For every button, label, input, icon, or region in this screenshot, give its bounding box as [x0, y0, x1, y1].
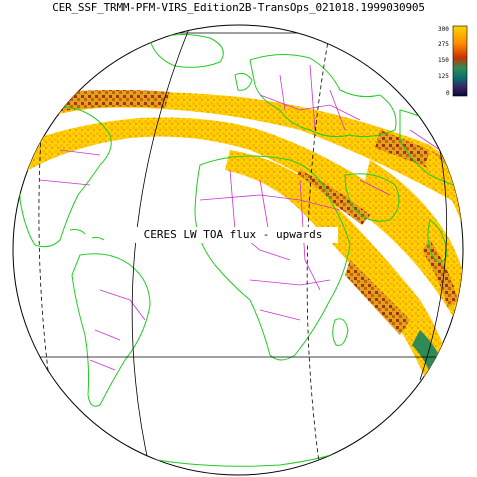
colorbar-scale: [452, 25, 468, 97]
swath-band-4: [365, 160, 463, 350]
swath-band-2: [13, 117, 460, 320]
map-title: CER_SSF_TRMM-PFM-VIRS_Edition2B-TransOps…: [52, 1, 425, 14]
colorbar-tick: 0: [446, 90, 450, 97]
swath-band-5: [425, 150, 463, 250]
political-borders: [39, 64, 441, 371]
colorbar-tick: 125: [438, 73, 449, 80]
colorbar: 300 275 150 125 0: [438, 25, 468, 97]
colorbar-tick: 300: [438, 26, 449, 33]
colorbar-tick: 275: [438, 41, 449, 48]
map-field-label: CERES LW TOA flux - upwards: [128, 227, 338, 243]
colorbar-tick: 150: [438, 57, 449, 64]
